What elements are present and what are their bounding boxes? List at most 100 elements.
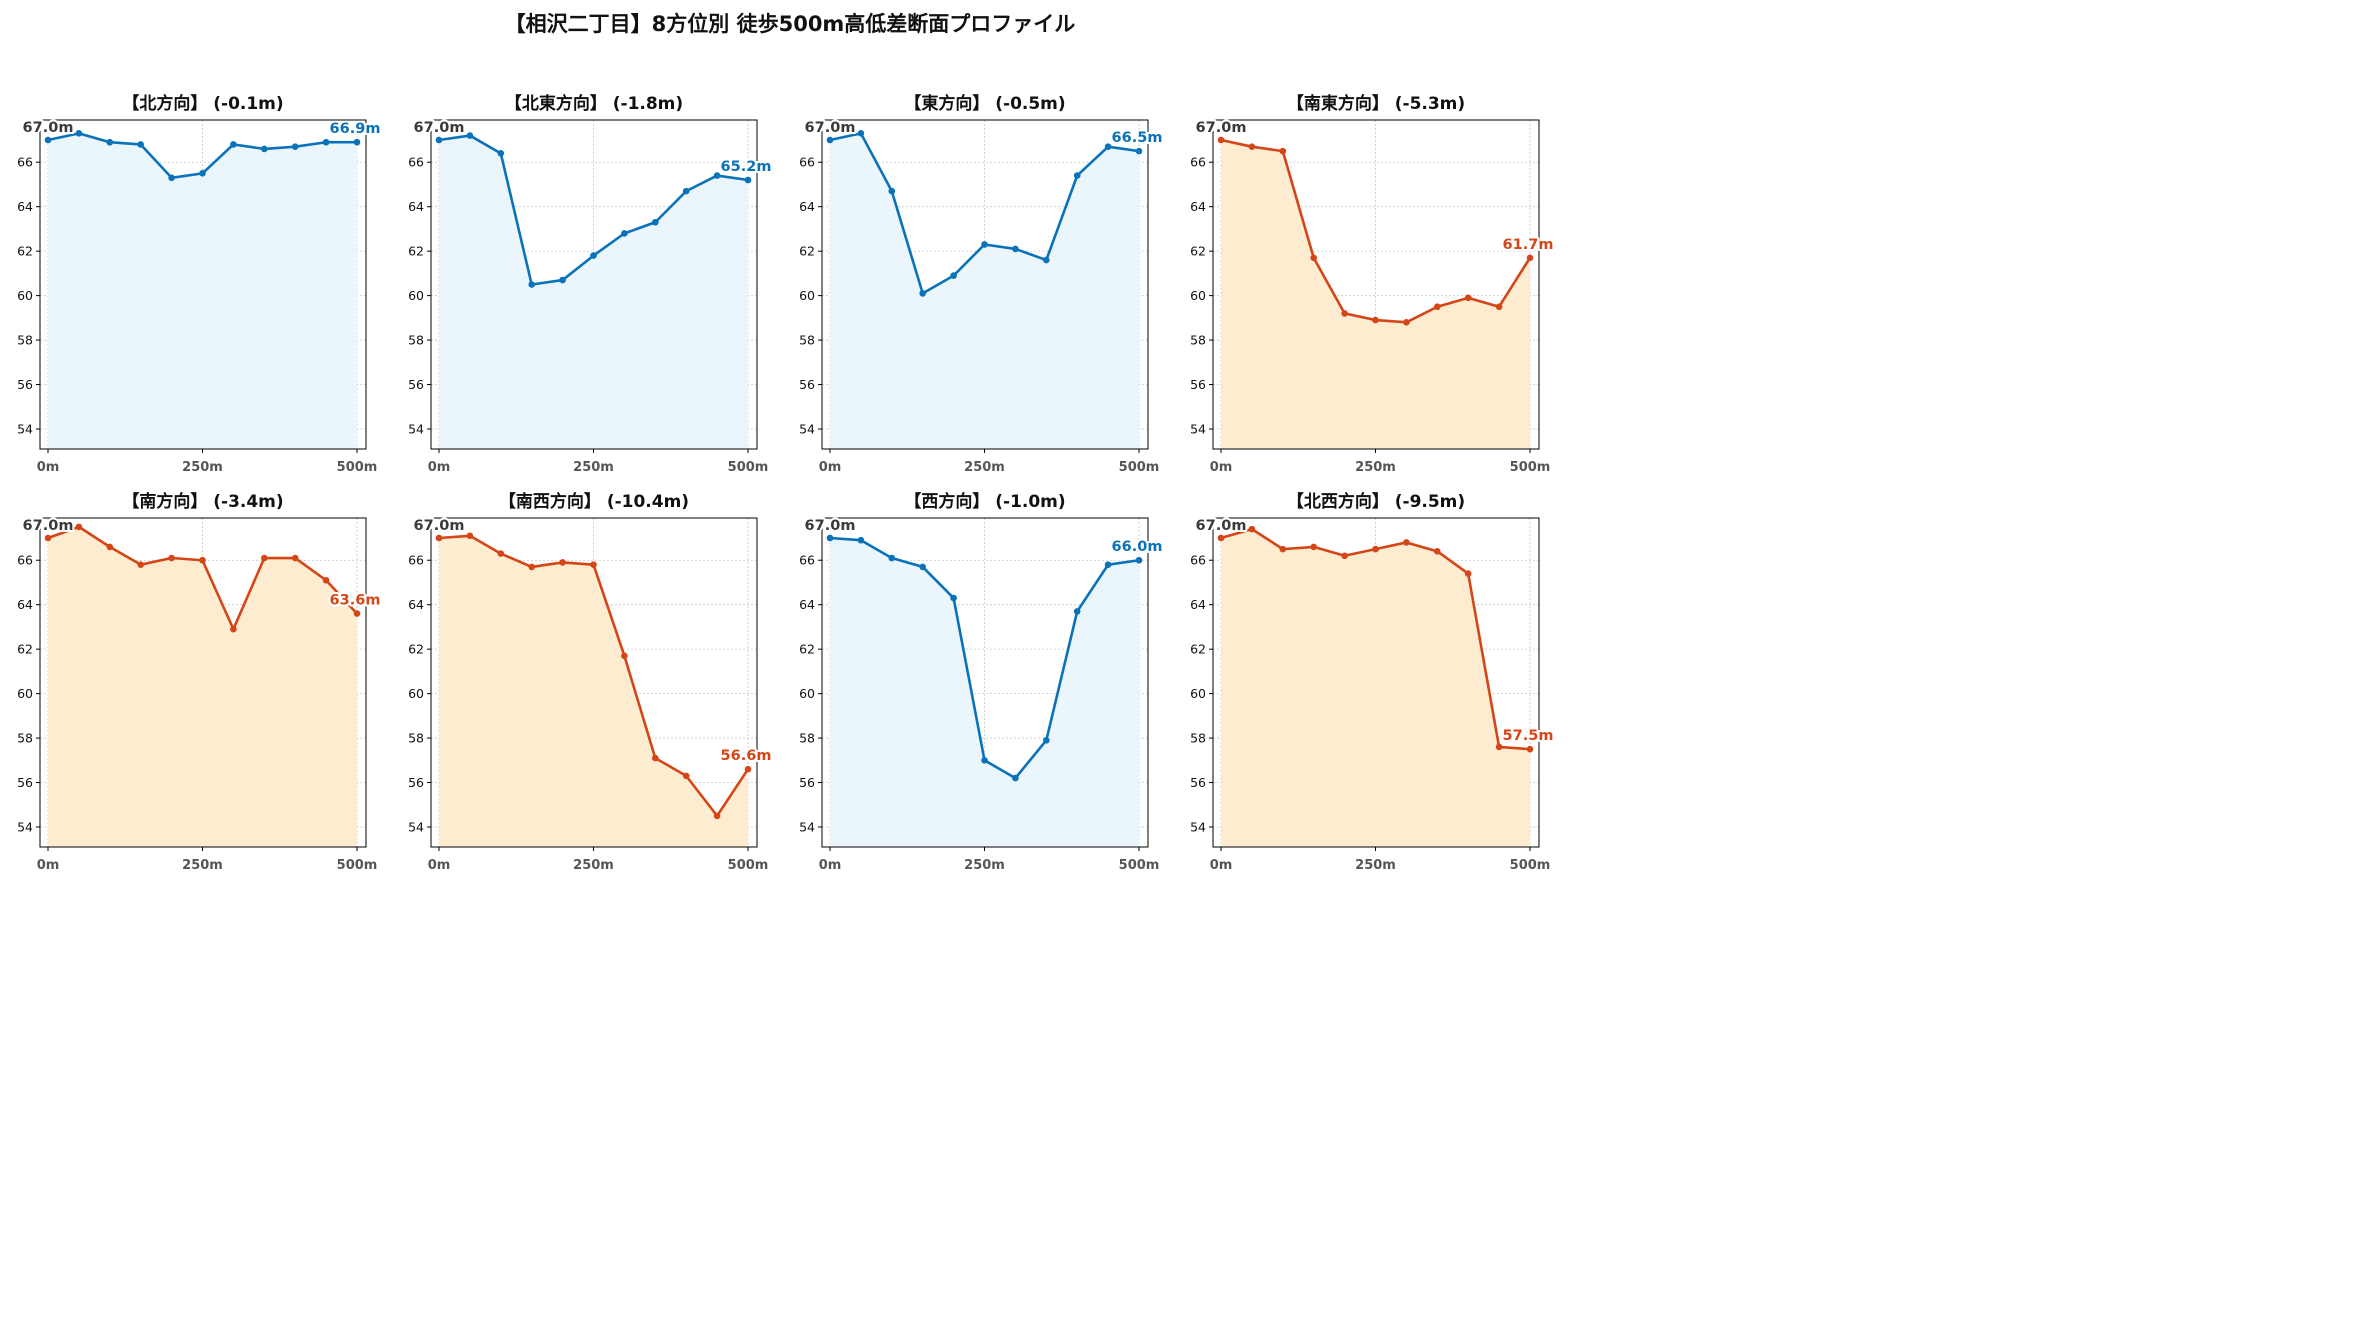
chart-panel: 【東方向】 (-0.5m) 54 56 58 60 62 64 66 0m 250m 500m 67.… [799, 93, 1164, 475]
y-tick-label: 58 [799, 333, 815, 348]
data-point [919, 563, 926, 571]
area-fill [830, 538, 1139, 847]
panel-title: 【南方向】 (-3.4m) [122, 491, 283, 512]
end-value-label: 66.5m [1112, 130, 1163, 146]
data-point [497, 150, 505, 157]
y-tick-label: 58 [408, 333, 424, 348]
y-tick-label: 54 [1190, 421, 1206, 436]
y-tick-label: 64 [17, 199, 33, 214]
y-tick-label: 62 [408, 642, 424, 657]
data-point [857, 130, 865, 137]
area-fill [1221, 140, 1530, 449]
data-point [1279, 147, 1287, 155]
y-tick-label: 54 [799, 819, 815, 834]
y-tick-label: 62 [408, 244, 424, 259]
data-point [888, 187, 896, 195]
y-tick-label: 66 [1190, 155, 1206, 170]
data-point [826, 534, 834, 542]
x-tick-label: 500m [1119, 858, 1160, 873]
data-point [291, 554, 299, 562]
data-point [1012, 245, 1019, 253]
panel-title: 【北西方向】 (-9.5m) [1287, 491, 1465, 512]
end-value-label: 66.9m [330, 121, 381, 137]
data-point [1526, 254, 1534, 262]
y-tick-label: 60 [799, 288, 815, 303]
y-tick-label: 64 [408, 199, 424, 214]
data-point [713, 172, 721, 179]
y-tick-label: 64 [1190, 597, 1206, 612]
panel-title: 【北方向】 (-0.1m) [122, 93, 283, 114]
x-tick-label: 0m [1210, 460, 1233, 475]
data-point [744, 176, 752, 184]
x-tick-label: 0m [819, 460, 842, 475]
data-point [713, 812, 721, 820]
y-tick-label: 64 [799, 199, 815, 214]
data-point [322, 138, 330, 146]
y-tick-label: 66 [17, 553, 33, 568]
data-point [1012, 774, 1019, 782]
data-point [466, 132, 474, 139]
data-point [528, 563, 535, 571]
area-fill [439, 535, 748, 847]
data-point [1043, 256, 1050, 264]
end-value-label: 66.0m [1112, 539, 1163, 555]
data-point [1434, 303, 1441, 311]
start-value-label: 67.0m [805, 120, 856, 136]
data-point [682, 772, 690, 780]
data-point [261, 554, 268, 562]
data-point [1217, 136, 1225, 144]
y-tick-label: 66 [408, 155, 424, 170]
y-tick-label: 56 [408, 775, 424, 790]
data-point [1372, 316, 1379, 324]
data-point [1279, 545, 1287, 553]
start-value-label: 67.0m [805, 518, 856, 534]
data-point [1043, 736, 1050, 744]
start-value-label: 67.0m [23, 120, 74, 136]
data-point [322, 576, 330, 584]
x-tick-label: 0m [37, 460, 60, 475]
data-point [44, 136, 52, 144]
chart-panel: 【南方向】 (-3.4m) 54 56 58 60 62 64 66 0m 250m 500m 67.… [17, 491, 382, 873]
data-point [75, 523, 83, 531]
y-tick-label: 54 [17, 819, 33, 834]
x-tick-label: 250m [573, 460, 614, 475]
x-tick-label: 250m [182, 858, 223, 873]
start-value-label: 67.0m [414, 518, 465, 534]
data-point [1135, 556, 1143, 564]
chart-panel: 【北方向】 (-0.1m) 54 56 58 60 62 64 66 0m 250m 500m 67.… [17, 93, 382, 475]
y-tick-label: 60 [1190, 288, 1206, 303]
chart-title: 【相沢二丁目】8方位別 徒歩500m高低差断面プロファイル [505, 12, 1076, 36]
y-tick-label: 54 [408, 819, 424, 834]
data-point [1073, 608, 1081, 615]
data-point [888, 554, 896, 562]
data-point [981, 757, 988, 764]
data-point [981, 241, 988, 248]
chart-panel: 【西方向】 (-1.0m) 54 56 58 60 62 64 66 0m 250m 500m 67.… [799, 491, 1164, 873]
data-point [1526, 745, 1534, 753]
x-tick-label: 250m [573, 858, 614, 873]
data-point [826, 136, 834, 144]
chart-panel: 【南東方向】 (-5.3m) 54 56 58 60 62 64 66 0m 250m 500m 67… [1190, 93, 1555, 475]
data-point [857, 536, 865, 544]
y-tick-label: 58 [17, 333, 33, 348]
y-tick-label: 66 [799, 155, 815, 170]
x-tick-label: 500m [1119, 460, 1160, 475]
x-tick-label: 0m [819, 858, 842, 873]
start-value-label: 67.0m [23, 518, 74, 534]
data-point [44, 534, 52, 542]
x-tick-label: 0m [1210, 858, 1233, 873]
y-tick-label: 60 [17, 288, 33, 303]
y-tick-label: 62 [17, 642, 33, 657]
data-point [1104, 561, 1112, 568]
y-tick-label: 66 [799, 553, 815, 568]
data-point [1248, 525, 1256, 533]
x-tick-label: 250m [964, 858, 1005, 873]
data-point [1135, 147, 1143, 155]
y-tick-label: 54 [799, 421, 815, 436]
x-tick-label: 500m [337, 460, 378, 475]
data-point [1495, 303, 1503, 311]
data-point [1104, 143, 1112, 150]
y-tick-label: 62 [799, 244, 815, 259]
start-value-label: 67.0m [414, 120, 465, 136]
y-tick-label: 58 [1190, 731, 1206, 746]
